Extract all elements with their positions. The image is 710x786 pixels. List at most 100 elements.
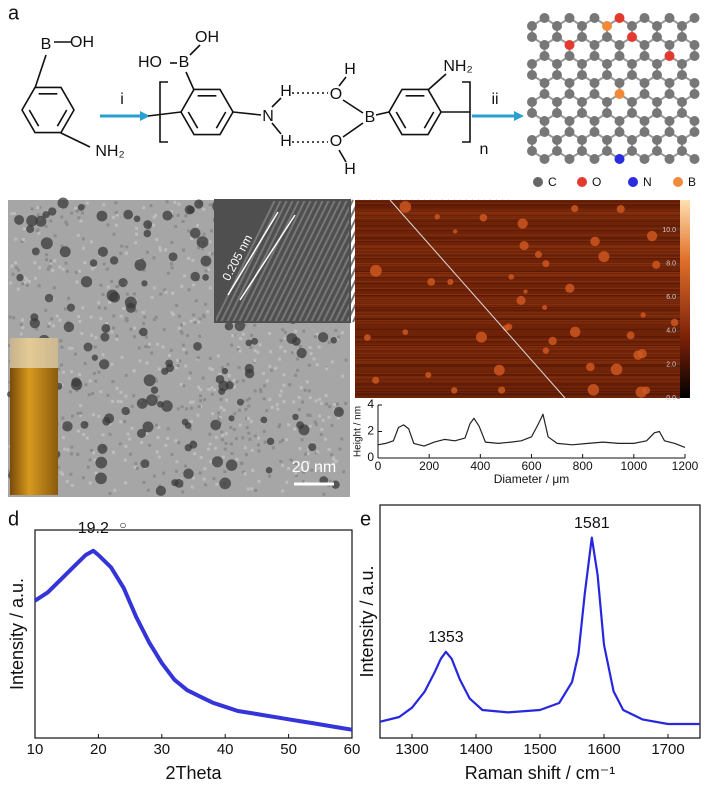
noise — [274, 366, 278, 370]
noise — [158, 484, 162, 488]
nanoparticle — [245, 339, 253, 347]
legend-label: C — [548, 175, 557, 189]
noise — [257, 479, 261, 483]
atom — [639, 78, 650, 88]
noise — [93, 458, 97, 462]
noise — [250, 419, 254, 423]
afm-particle — [598, 251, 610, 263]
atom — [527, 70, 537, 80]
noise — [245, 417, 249, 421]
nanoparticle — [150, 386, 159, 394]
noise — [61, 267, 65, 271]
noise — [83, 362, 87, 366]
noise — [46, 267, 50, 271]
noise — [178, 359, 182, 363]
peak-label: 1353 — [428, 629, 464, 646]
noise — [164, 248, 168, 252]
colorbar-tick-label: 0.0 — [666, 395, 676, 402]
x-axis-label: 2Theta — [165, 763, 222, 783]
atom — [564, 78, 575, 88]
noise — [188, 427, 192, 431]
afm-particle — [475, 331, 487, 343]
atom — [652, 70, 662, 80]
noise — [60, 215, 64, 219]
noise — [123, 458, 127, 462]
noise — [132, 394, 136, 398]
noise — [79, 411, 83, 415]
noise — [302, 329, 306, 333]
x-tick-label: 1500 — [523, 741, 556, 758]
atom — [652, 146, 662, 156]
noise — [201, 376, 205, 380]
nanoparticle — [26, 225, 35, 234]
noise — [317, 345, 321, 349]
noise — [79, 404, 83, 408]
noise — [303, 388, 307, 392]
noise — [212, 388, 216, 392]
nanoparticle — [211, 456, 224, 468]
noise — [44, 224, 48, 228]
afm-particle — [569, 326, 581, 338]
x-axis-label: Diameter / μm — [494, 472, 570, 486]
nanoparticle — [143, 220, 153, 229]
noise — [38, 205, 42, 209]
noise — [321, 418, 325, 422]
atom — [664, 78, 675, 88]
nanoparticle — [31, 247, 40, 256]
lattice-fringe — [250, 199, 312, 323]
noise — [220, 366, 224, 370]
noise — [189, 319, 193, 323]
noise — [230, 343, 234, 347]
atom — [614, 78, 625, 88]
nanoparticle — [146, 394, 158, 406]
atom — [539, 78, 550, 88]
x-tick-label: 1700 — [651, 741, 684, 758]
noise — [166, 427, 170, 431]
atom — [652, 59, 662, 69]
nanoparticle — [236, 398, 244, 406]
atom — [614, 51, 625, 61]
noise — [115, 213, 119, 217]
noise — [123, 420, 127, 424]
atom — [564, 51, 575, 61]
noise — [208, 203, 212, 207]
noise — [226, 362, 230, 366]
noise — [49, 219, 53, 223]
noise — [106, 393, 110, 397]
noise — [199, 404, 203, 408]
noise — [25, 278, 29, 282]
noise — [10, 212, 14, 216]
x-tick-label: 400 — [470, 459, 490, 473]
noise — [209, 229, 213, 233]
noise — [279, 339, 283, 343]
noise — [222, 408, 226, 412]
atom — [677, 21, 687, 31]
atom — [589, 116, 600, 126]
noise — [201, 313, 205, 317]
noise — [337, 335, 341, 339]
lattice-fringe — [280, 199, 342, 323]
afm-particle — [635, 386, 647, 398]
atom — [564, 89, 575, 99]
nanoparticle — [225, 459, 238, 471]
noise — [189, 406, 193, 410]
nanoparticle — [291, 337, 301, 346]
noise — [135, 226, 139, 230]
nanoparticle — [136, 428, 146, 438]
noise — [253, 434, 257, 438]
afm-particle — [402, 329, 409, 336]
noise — [152, 286, 156, 290]
atom — [577, 32, 587, 42]
noise — [145, 250, 149, 254]
noise — [297, 408, 301, 412]
atom-label: N — [262, 108, 274, 125]
noise — [306, 452, 310, 456]
noise — [207, 267, 211, 271]
noise — [293, 462, 297, 466]
nanoparticle — [234, 320, 245, 332]
noise — [154, 379, 158, 383]
noise — [277, 425, 281, 429]
noise — [233, 412, 237, 416]
